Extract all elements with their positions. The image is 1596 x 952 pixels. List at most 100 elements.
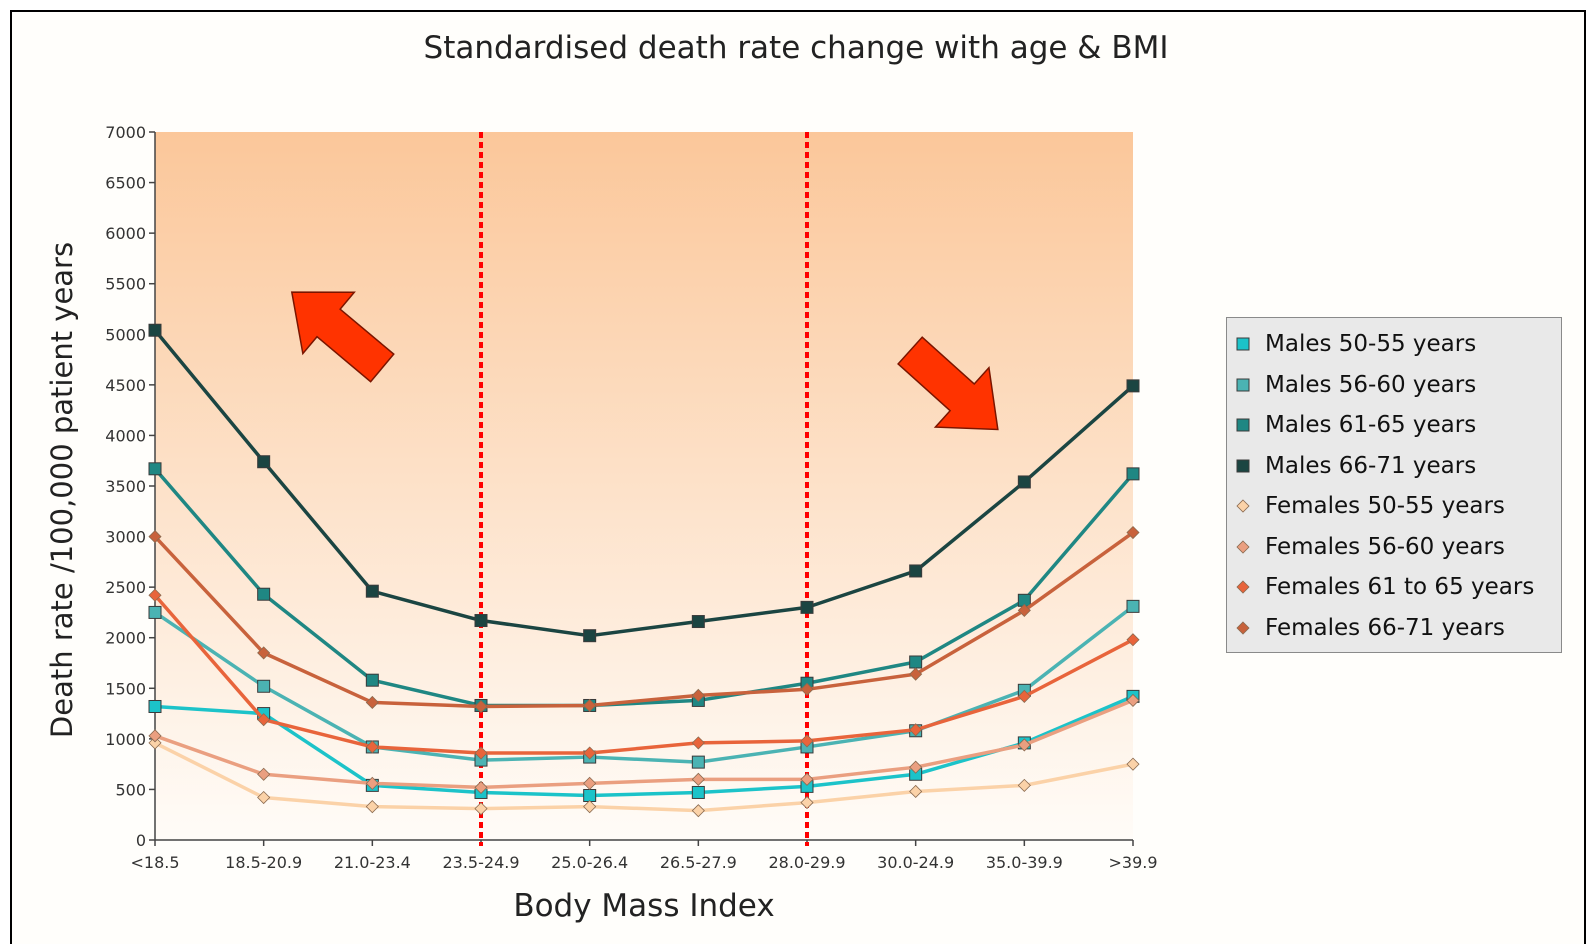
- legend-item: Females 66-71 years: [1235, 608, 1561, 649]
- series-7: [148, 525, 1140, 714]
- y-tick-label: 4500: [105, 376, 146, 395]
- series-5: [148, 693, 1140, 794]
- y-tick-label: 1000: [105, 730, 146, 749]
- y-tick-label: 1500: [105, 679, 146, 698]
- y-tick-label: 0: [136, 831, 146, 850]
- data-point: [800, 772, 814, 786]
- series-line: [153, 594, 1134, 755]
- y-tick-label: 7000: [105, 123, 146, 142]
- legend-item: Females 61 to 65 years: [1235, 567, 1561, 608]
- x-tick-label: 26.5-27.9: [660, 853, 737, 872]
- legend-label: Females 50-55 years: [1265, 493, 1505, 520]
- data-point: [148, 729, 162, 743]
- x-axis-title: Body Mass Index: [513, 888, 774, 924]
- legend-label: Males 61-65 years: [1265, 412, 1477, 439]
- y-tick-label: 3000: [105, 528, 146, 547]
- series-layer: [148, 323, 1140, 818]
- data-point: [800, 734, 814, 748]
- legend-label: Females 61 to 65 years: [1265, 574, 1535, 601]
- data-point: [583, 746, 597, 760]
- plot-area: [155, 132, 1133, 840]
- legend-label: Males 66-71 years: [1265, 452, 1477, 479]
- chart-frame: Standardised death rate change with age …: [10, 10, 1586, 944]
- legend-label: Males 56-60 years: [1265, 371, 1477, 398]
- y-tick-label: 5000: [105, 325, 146, 344]
- data-point: [257, 767, 271, 781]
- data-point: [691, 688, 705, 702]
- data-point: [1126, 633, 1140, 647]
- y-axis-title: Death rate /100,000 patient years: [45, 242, 79, 738]
- data-point: [148, 462, 162, 476]
- data-point: [1126, 599, 1140, 613]
- x-tick-label: 25.0-26.4: [551, 853, 628, 872]
- series-line: [153, 531, 1135, 709]
- diamond-marker-icon: [1236, 540, 1250, 554]
- data-point: [257, 790, 271, 805]
- data-point: [365, 776, 379, 790]
- data-point: [691, 736, 705, 750]
- data-point: [365, 584, 379, 598]
- data-point: [257, 679, 271, 693]
- series-line: [153, 329, 1135, 638]
- data-point: [148, 605, 162, 619]
- axes: 0 500 1000 1500 2000 2500 3000 3500 4000 4500 5000…: [105, 123, 1157, 872]
- data-point: [800, 600, 814, 614]
- data-point: [365, 695, 379, 710]
- x-tick-label: 21.0-23.4: [334, 853, 411, 872]
- series-line: [154, 741, 1134, 813]
- data-point: [1126, 525, 1140, 540]
- data-point: [474, 802, 488, 816]
- arrow-right-down-icon: [897, 336, 999, 431]
- legend-label: Females 56-60 years: [1265, 533, 1505, 560]
- x-tick-label: >39.9: [1108, 853, 1157, 872]
- data-point: [474, 614, 488, 628]
- data-point: [148, 323, 162, 337]
- series-line: [154, 604, 1135, 764]
- data-point: [1126, 693, 1140, 707]
- data-point: [1017, 689, 1031, 703]
- x-tick-label: 30.0-24.9: [877, 853, 954, 872]
- data-point: [474, 780, 488, 794]
- data-point: [1126, 757, 1140, 771]
- square-marker-icon: [1236, 459, 1250, 473]
- data-point: [474, 699, 488, 714]
- chart-svg: Standardised death rate change with age …: [45, 30, 1169, 924]
- data-point: [257, 713, 271, 727]
- data-point: [691, 772, 705, 786]
- data-point: [583, 788, 597, 802]
- y-tick-label: 2000: [105, 629, 146, 648]
- x-tick-label: <18.5: [130, 853, 179, 872]
- data-point: [800, 682, 814, 696]
- square-marker-icon: [1236, 378, 1250, 392]
- y-tick-label: 2500: [105, 578, 146, 597]
- diamond-marker-icon: [1236, 499, 1250, 513]
- data-point: [148, 530, 162, 544]
- x-tick-label: 35.0-39.9: [986, 853, 1063, 872]
- data-point: [148, 588, 162, 602]
- arrow-left-up-icon: [290, 291, 395, 383]
- data-point: [148, 736, 162, 750]
- diamond-marker-icon: [1236, 580, 1250, 594]
- legend-label: Males 50-55 years: [1265, 331, 1477, 358]
- data-point: [800, 796, 814, 810]
- data-point: [691, 804, 705, 818]
- data-point: [909, 564, 923, 578]
- data-point: [1017, 738, 1031, 752]
- legend-item: Females 50-55 years: [1235, 486, 1561, 527]
- data-point: [583, 776, 597, 790]
- data-point: [1017, 603, 1031, 617]
- series-2: [148, 462, 1140, 712]
- data-point: [365, 740, 379, 754]
- diamond-marker-icon: [1236, 621, 1250, 635]
- data-point: [583, 800, 597, 814]
- square-marker-icon: [1236, 337, 1250, 351]
- chart-title: Standardised death rate change with age …: [424, 30, 1169, 66]
- data-point: [474, 746, 488, 760]
- annotation-arrows: [290, 291, 999, 431]
- data-point: [909, 723, 923, 737]
- legend-label: Females 66-71 years: [1265, 614, 1505, 641]
- data-point: [909, 784, 923, 799]
- series-line: [154, 694, 1134, 798]
- data-point: [1126, 467, 1140, 481]
- data-point: [365, 800, 379, 814]
